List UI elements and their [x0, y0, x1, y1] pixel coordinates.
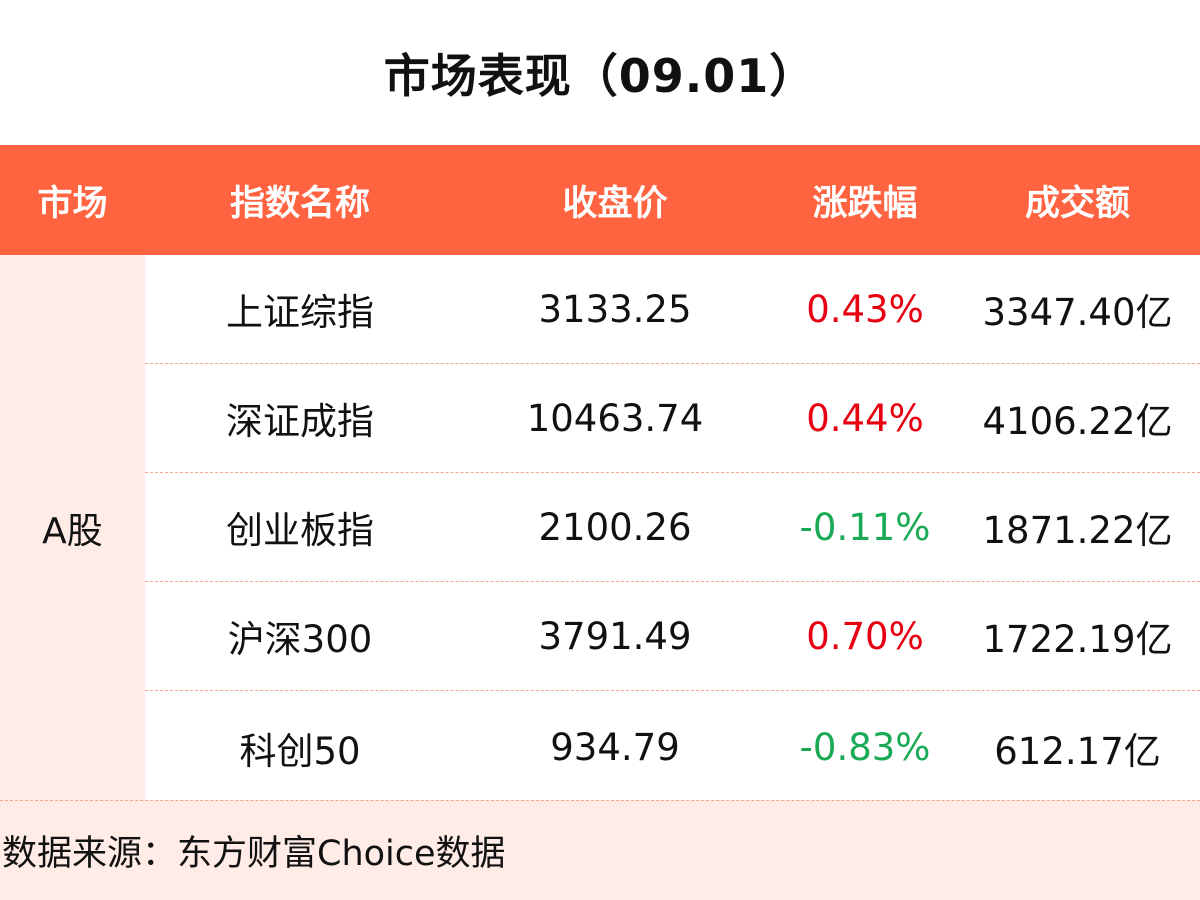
page-title: 市场表现（09.01） — [383, 48, 817, 103]
change-percent: -0.83% — [799, 726, 931, 769]
close-price: 934.79 — [550, 726, 680, 769]
close-price: 3133.25 — [538, 287, 692, 331]
header-index-name: 指数名称 — [229, 183, 370, 224]
close-price: 2100.26 — [538, 505, 692, 549]
turnover: 1722.19亿 — [982, 618, 1173, 661]
index-name: 上证综指 — [226, 291, 374, 334]
table-row: 深证成指 10463.74 0.44% 4106.22亿 — [145, 364, 1200, 473]
change-percent: 0.44% — [806, 396, 924, 440]
table-body: A股 上证综指 3133.25 0.43% 3347.40亿 深证成指 1046… — [0, 255, 1200, 800]
change-percent: -0.11% — [799, 505, 931, 549]
table-row: 创业板指 2100.26 -0.11% 1871.22亿 — [145, 473, 1200, 582]
table-row: 沪深300 3791.49 0.70% 1722.19亿 — [145, 582, 1200, 691]
index-name: 创业板指 — [226, 509, 374, 552]
table-rows: 上证综指 3133.25 0.43% 3347.40亿 深证成指 10463.7… — [145, 255, 1200, 800]
index-name: 科创50 — [239, 729, 361, 773]
table-row: 科创50 934.79 -0.83% 612.17亿 — [145, 691, 1200, 804]
header-change-percent: 涨跌幅 — [812, 183, 918, 224]
index-name: 深证成指 — [226, 400, 374, 443]
turnover: 1871.22亿 — [982, 509, 1173, 552]
close-price: 10463.74 — [526, 396, 704, 440]
change-percent: 0.70% — [806, 614, 924, 658]
change-percent: 0.43% — [806, 287, 924, 331]
turnover: 4106.22亿 — [982, 400, 1173, 443]
header-turnover: 成交额 — [1024, 183, 1130, 224]
turnover: 612.17亿 — [994, 729, 1161, 773]
market-label: A股 — [0, 255, 145, 800]
table-row: 上证综指 3133.25 0.43% 3347.40亿 — [145, 255, 1200, 364]
data-source-note: 数据来源：东方财富Choice数据 — [0, 800, 1200, 900]
header-market: 市场 — [37, 183, 108, 224]
close-price: 3791.49 — [538, 614, 692, 658]
index-name: 沪深300 — [227, 618, 373, 661]
header-close-price: 收盘价 — [562, 183, 668, 224]
table-header: 市场 指数名称 收盘价 涨跌幅 成交额 — [0, 145, 1200, 255]
turnover: 3347.40亿 — [982, 291, 1173, 334]
